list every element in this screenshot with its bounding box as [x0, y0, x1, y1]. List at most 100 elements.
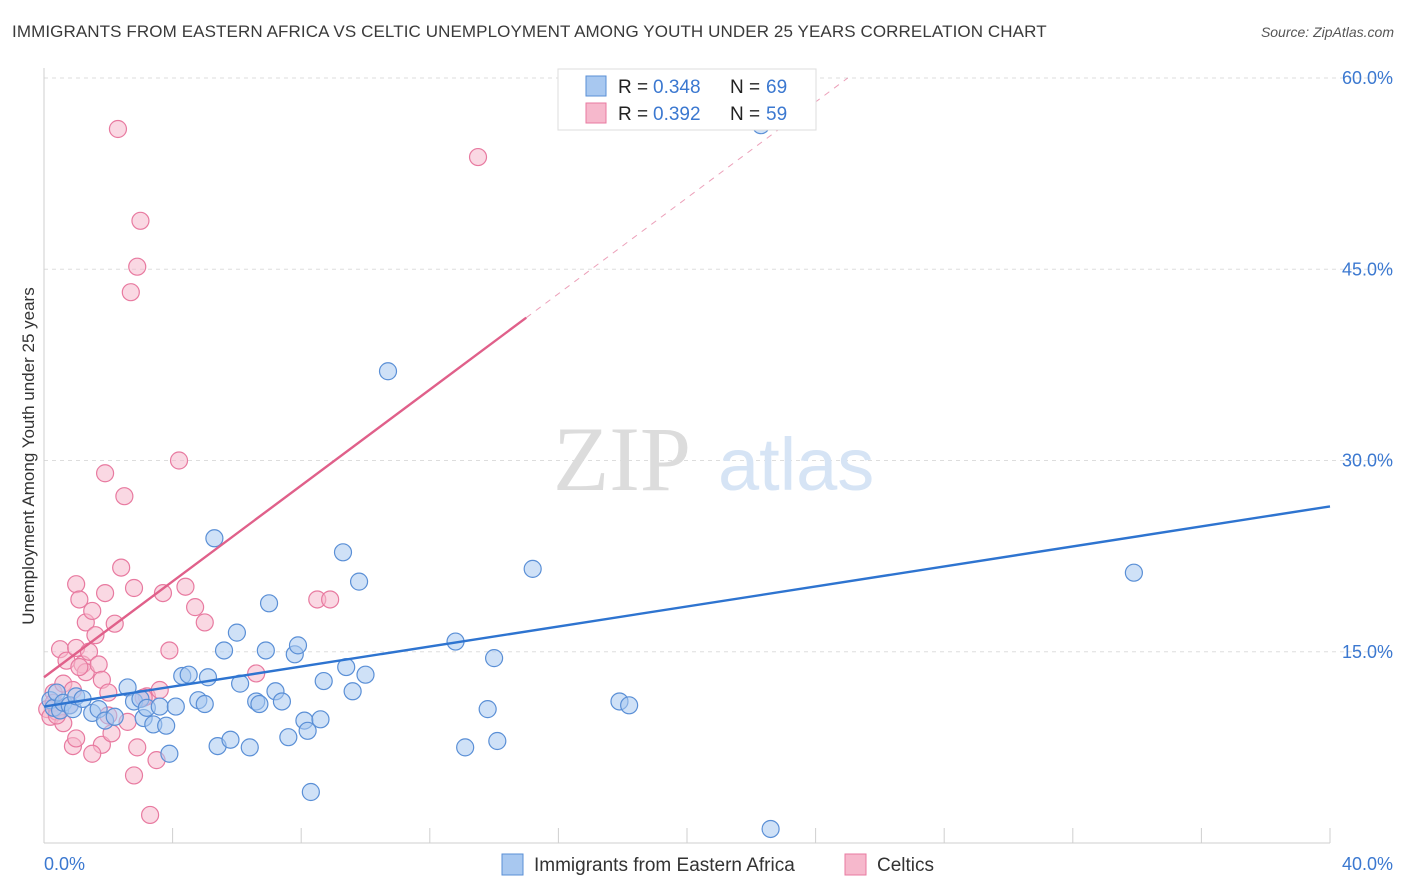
celtics-point-57	[70, 657, 89, 677]
celtics-point-42	[160, 641, 179, 660]
legend-n-value-pink: 59	[766, 104, 787, 125]
eastern-africa-point-21	[160, 744, 179, 763]
legend-r-value-pink: 0.392	[653, 104, 701, 125]
eastern-africa-point-49	[333, 543, 353, 562]
celtics-point-11	[67, 729, 86, 748]
eastern-africa-point-19	[150, 697, 169, 716]
eastern-africa-points	[41, 116, 1143, 839]
eastern-africa-point-51	[343, 682, 362, 701]
y-tick-labels: 15.0% 30.0% 45.0% 60.0%	[1342, 68, 1393, 662]
celtics-point-44	[176, 577, 195, 596]
celtics-point-12	[67, 575, 86, 594]
eastern-africa-point-59	[488, 731, 507, 751]
eastern-africa-point-48	[314, 671, 333, 691]
bottom-legend-swatch-pink	[844, 853, 867, 876]
eastern-africa-point-60	[523, 559, 542, 578]
eastern-africa-point-26	[195, 694, 214, 714]
eastern-africa-point-12	[105, 707, 124, 726]
legend-swatch-blue	[585, 75, 607, 97]
trend-line-eastern-africa	[43, 505, 1331, 708]
celtics-point-54	[124, 766, 144, 785]
celtics-point-19	[86, 626, 105, 645]
source-note: Source: ZipAtlas.com	[1260, 24, 1394, 40]
eastern-africa-point-56	[456, 738, 475, 757]
chart-title: IMMIGRANTS FROM EASTERN AFRICA VS CELTIC…	[12, 22, 1047, 41]
eastern-africa-point-43	[288, 636, 308, 655]
celtics-point-38	[140, 805, 160, 825]
celtics-point-29	[112, 558, 131, 577]
watermark: ZIP atlas	[553, 408, 874, 510]
celtics-point-36	[131, 211, 150, 230]
legend-r-value-blue: 0.348	[653, 77, 701, 98]
celtics-point-28	[108, 119, 128, 139]
watermark-zip: ZIP	[553, 408, 691, 510]
legend-swatch-pink	[585, 102, 607, 124]
celtics-point-46	[195, 613, 214, 632]
eastern-africa-point-52	[349, 572, 369, 591]
x-ticks	[172, 828, 1331, 843]
y-tick-label-60: 60.0%	[1342, 68, 1393, 88]
celtics-point-43	[169, 451, 189, 470]
eastern-africa-point-54	[378, 362, 398, 381]
celtics-point-33	[124, 578, 144, 598]
eastern-africa-point-47	[311, 710, 330, 729]
celtics-point-41	[153, 583, 173, 603]
bottom-legend-swatch-blue	[501, 853, 524, 876]
eastern-africa-point-24	[179, 665, 198, 684]
celtics-point-32	[121, 283, 140, 302]
legend-n-label-blue: N =	[730, 77, 760, 98]
legend-box: R = 0.348 N = 69 R = 0.392 N = 59	[557, 68, 817, 131]
legend-n-label-pink: N =	[730, 104, 760, 125]
celtics-point-18	[83, 601, 102, 621]
celtics-points	[38, 119, 488, 825]
legend-r-label-blue: R =	[618, 77, 648, 98]
gridlines	[44, 77, 1393, 653]
y-tick-label-45: 45.0%	[1342, 259, 1393, 279]
eastern-africa-point-31	[221, 730, 240, 749]
eastern-africa-point-40	[272, 692, 292, 711]
bottom-legend-label-pink: Celtics	[877, 855, 934, 876]
x-tick-label-min: 0.0%	[44, 854, 85, 874]
celtics-point-45	[186, 598, 205, 617]
eastern-africa-point-20	[157, 716, 176, 735]
eastern-africa-point-45	[298, 721, 317, 740]
eastern-africa-point-58	[485, 649, 504, 668]
celtics-point-30	[115, 487, 134, 506]
eastern-africa-point-28	[205, 529, 224, 548]
eastern-africa-point-37	[256, 641, 275, 660]
watermark-atlas: atlas	[718, 423, 874, 506]
y-axis-title: Unemployment Among Youth under 25 years	[19, 287, 38, 624]
celtics-point-24	[95, 464, 115, 483]
celtics-point-13	[70, 590, 89, 609]
eastern-africa-point-27	[198, 668, 218, 687]
trend-line-celtics	[43, 316, 527, 679]
trend-lines	[43, 77, 1331, 708]
celtics-point-23	[95, 583, 115, 603]
celtics-point-53	[83, 744, 102, 763]
eastern-africa-point-53	[356, 665, 375, 684]
celtics-point-34	[128, 257, 147, 276]
eastern-africa-point-64	[761, 819, 780, 839]
celtics-point-50	[468, 147, 488, 167]
y-tick-label-15: 15.0%	[1342, 642, 1393, 662]
celtics-point-20	[89, 655, 108, 674]
eastern-africa-point-30	[214, 641, 234, 660]
x-tick-label-max: 40.0%	[1342, 854, 1393, 874]
bottom-legend-label-blue: Immigrants from Eastern Africa	[534, 855, 795, 876]
eastern-africa-point-65	[1124, 563, 1143, 582]
celtics-point-35	[128, 738, 147, 757]
celtics-point-49	[321, 590, 340, 609]
legend-n-value-blue: 69	[766, 77, 787, 98]
bottom-legend: Immigrants from Eastern Africa Celtics	[501, 853, 934, 876]
y-tick-label-30: 30.0%	[1342, 451, 1393, 471]
legend-r-label-pink: R =	[618, 104, 648, 125]
eastern-africa-point-32	[227, 623, 246, 642]
eastern-africa-point-34	[240, 738, 259, 757]
eastern-africa-point-46	[301, 782, 320, 802]
eastern-africa-point-36	[250, 694, 269, 714]
eastern-africa-point-62	[620, 696, 639, 715]
eastern-africa-point-57	[478, 700, 497, 719]
eastern-africa-point-22	[166, 697, 185, 716]
eastern-africa-point-38	[259, 594, 279, 613]
